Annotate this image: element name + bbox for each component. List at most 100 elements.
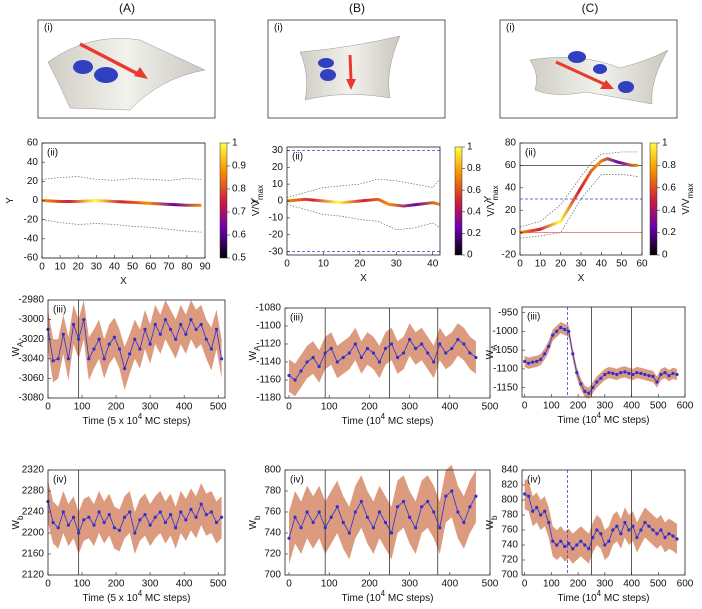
data-point — [555, 329, 559, 333]
data-point — [102, 357, 106, 361]
colorbar-tick-label: 0.4 — [662, 205, 676, 216]
data-point — [305, 360, 309, 364]
axis-label-part: MC steps) — [601, 415, 649, 426]
panel-label: (iv) — [53, 475, 67, 486]
data-point — [347, 531, 351, 535]
data-point — [611, 528, 615, 532]
x-tick-label: 30 — [91, 262, 103, 273]
data-point — [371, 526, 376, 530]
colorbar-tick-label: 0.8 — [232, 184, 246, 195]
axis-label-part: max — [686, 183, 695, 198]
x-tick-label: 0 — [45, 579, 51, 590]
y-tick-label: 10 — [272, 179, 284, 190]
colorbar-tick-label: 1 — [232, 138, 238, 149]
data-point — [631, 372, 635, 377]
panel-label: (i) — [274, 23, 283, 34]
data-point — [474, 494, 478, 498]
data-point — [408, 515, 412, 519]
axis-label-part: W — [248, 350, 259, 360]
data-point — [659, 528, 663, 532]
colorbar-tick-label: 1 — [467, 142, 473, 153]
data-point — [563, 327, 567, 332]
data-point — [599, 376, 603, 380]
data-point — [61, 332, 65, 336]
colorbar-tick-label: 0.7 — [232, 207, 246, 218]
axis-label: Time (104 MC steps) — [558, 411, 650, 426]
data-point — [539, 357, 543, 362]
error-band — [524, 479, 677, 564]
data-point — [383, 520, 388, 525]
axis-label: Time (104 MC steps) — [342, 412, 434, 427]
y-tick-label: -30 — [269, 246, 284, 257]
axis-label-part: MC steps) — [385, 416, 433, 427]
data-point — [587, 391, 591, 395]
data-point — [214, 327, 219, 331]
data-point — [635, 371, 639, 375]
data-point — [347, 351, 351, 355]
data-point — [563, 544, 567, 549]
y-tick-label: -1180 — [256, 393, 281, 404]
data-point — [543, 509, 547, 513]
data-point — [209, 347, 213, 351]
data-point — [174, 526, 178, 530]
data-point — [655, 380, 659, 384]
data-point — [359, 355, 363, 360]
data-point — [551, 333, 555, 337]
data-point — [627, 528, 631, 532]
data-point — [414, 526, 418, 530]
axis-label: X — [360, 273, 367, 284]
data-point — [571, 547, 575, 551]
data-point — [335, 505, 339, 509]
y-tick-label: -1160 — [256, 375, 281, 386]
data-point — [194, 515, 198, 519]
column-header: (A) — [119, 1, 135, 15]
data-point — [112, 335, 116, 339]
data-point — [293, 378, 297, 382]
x-tick-label: 40 — [109, 262, 121, 273]
y-tick-label: 2320 — [22, 465, 45, 476]
data-point — [163, 520, 168, 525]
data-point — [401, 499, 406, 504]
colorbar-tick-label: 0.5 — [232, 253, 246, 264]
data-point — [287, 373, 291, 378]
y-tick-label: 2120 — [22, 570, 45, 581]
data-point — [539, 513, 543, 517]
data-point — [371, 351, 376, 355]
data-point — [128, 352, 132, 356]
axes-frame — [47, 299, 226, 399]
x-tick-label: 400 — [176, 402, 193, 413]
data-point — [377, 360, 382, 364]
x-tick-label: 0 — [39, 262, 45, 273]
y-tick-label: -20 — [24, 214, 39, 225]
data-point — [56, 357, 60, 361]
x-tick-label: 10 — [318, 259, 330, 270]
axis-label: Y — [250, 197, 261, 204]
y-tick-label: 760 — [501, 525, 518, 536]
data-point — [450, 346, 454, 351]
colorbar-tick-label: 0.6 — [662, 182, 676, 193]
data-point — [432, 360, 436, 364]
x-tick-label: 40 — [596, 259, 608, 270]
x-tick-label: 20 — [73, 262, 85, 273]
y-tick-label: 800 — [501, 495, 518, 506]
y-tick-label: -1080 — [255, 303, 281, 314]
axis-label: Y — [483, 195, 494, 202]
data-point — [184, 518, 188, 522]
data-point — [168, 513, 173, 517]
axis-label: WA — [248, 345, 262, 360]
trajectory — [519, 174, 638, 239]
data-point — [323, 526, 327, 530]
axis-label-part: A — [16, 341, 25, 347]
y-tick-label: -1050 — [492, 345, 518, 356]
y-tick-label: -3000 — [18, 314, 44, 325]
data-point — [56, 526, 60, 530]
data-point — [329, 346, 333, 351]
plot: 00.20.40.60.810 10 20 30 40 50 60-20020406080(… — [502, 138, 677, 270]
y-tick-label: 40 — [27, 157, 39, 168]
data-point — [117, 528, 122, 532]
axes-frame — [521, 469, 686, 576]
x-tick-label: 10 — [535, 259, 547, 270]
axis-label-part: b — [16, 515, 25, 520]
data-point — [551, 539, 555, 543]
